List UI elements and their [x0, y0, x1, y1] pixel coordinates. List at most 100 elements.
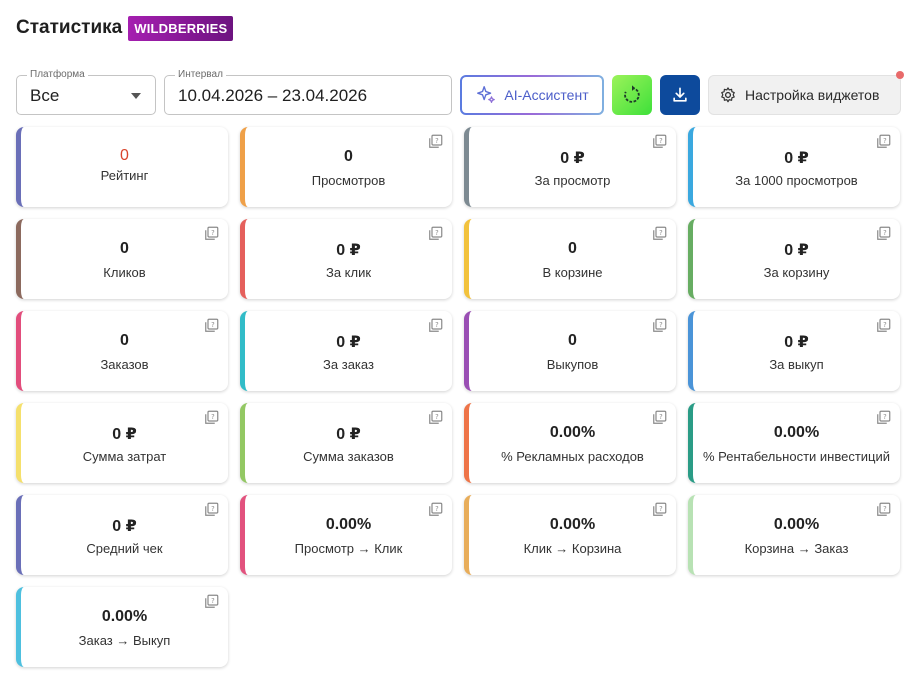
notification-dot: [896, 71, 904, 79]
interval-field[interactable]: Интервал 10.04.2026 – 23.04.2026: [164, 69, 452, 115]
svg-text:?: ?: [883, 137, 887, 145]
copy-help-icon[interactable]: ?: [874, 501, 892, 519]
copy-help-icon[interactable]: ?: [874, 409, 892, 427]
download-button[interactable]: [660, 75, 700, 115]
copy-help-icon[interactable]: ?: [202, 501, 220, 519]
platform-value: Все: [30, 86, 60, 105]
interval-label: Интервал: [175, 69, 226, 80]
copy-help-icon[interactable]: ?: [874, 133, 892, 151]
widget-value: 0: [120, 147, 129, 164]
refresh-icon: [624, 85, 640, 103]
widget-card: 0 В корзине?: [464, 219, 676, 299]
copy-help-icon[interactable]: ?: [426, 225, 444, 243]
svg-text:?: ?: [883, 229, 887, 237]
wildberries-badge: WILDBERRIES: [128, 15, 234, 41]
widget-value: 0 ₽: [784, 242, 809, 259]
svg-text:?: ?: [435, 229, 439, 237]
svg-text:?: ?: [211, 229, 215, 237]
copy-help-icon[interactable]: ?: [202, 317, 220, 335]
widget-label: % Рентабельности инвестиций: [702, 449, 891, 464]
widget-settings-label: Настройка виджетов: [745, 87, 880, 103]
platform-label: Платформа: [27, 69, 88, 80]
copy-help-icon[interactable]: ?: [650, 225, 668, 243]
widget-label: Корзина → Заказ: [744, 541, 849, 556]
widget-card: 0 ₽ Сумма заказов?: [240, 403, 452, 483]
widget-card: 0 Кликов?: [16, 219, 228, 299]
widget-label: Сумма заказов: [303, 449, 394, 464]
widget-card: 0.00% Корзина → Заказ?: [688, 495, 900, 575]
widget-card: 0 ₽ За выкуп?: [688, 311, 900, 391]
widget-value: 0 ₽: [112, 426, 137, 443]
widget-card: 0 Заказов?: [16, 311, 228, 391]
copy-help-icon[interactable]: ?: [202, 593, 220, 611]
widget-card: 0 ₽ Средний чек?: [16, 495, 228, 575]
svg-text:?: ?: [211, 413, 215, 421]
widget-value: 0: [120, 240, 129, 257]
platform-select[interactable]: Платформа Все: [16, 69, 156, 115]
svg-text:?: ?: [659, 505, 663, 513]
caret-down-icon: [131, 93, 141, 99]
svg-text:?: ?: [883, 413, 887, 421]
copy-help-icon[interactable]: ?: [874, 317, 892, 335]
widget-label: Заказов: [100, 357, 149, 372]
svg-text:?: ?: [883, 321, 887, 329]
widget-settings-button[interactable]: Настройка виджетов: [708, 71, 904, 115]
copy-help-icon[interactable]: ?: [202, 225, 220, 243]
widget-value: 0: [344, 148, 353, 165]
copy-help-icon[interactable]: ?: [650, 409, 668, 427]
widget-label: Выкупов: [546, 357, 599, 372]
copy-help-icon[interactable]: ?: [202, 409, 220, 427]
widget-label: В корзине: [542, 265, 603, 280]
widget-value: 0 ₽: [784, 334, 809, 351]
refresh-button[interactable]: [612, 75, 652, 115]
page-title: Статистика: [16, 17, 123, 38]
widget-value: 0 ₽: [336, 242, 361, 259]
widget-value: 0 ₽: [336, 426, 361, 443]
widget-value: 0.00%: [325, 516, 372, 533]
copy-help-icon[interactable]: ?: [650, 133, 668, 151]
header: Статистика WILDBERRIES: [16, 12, 234, 44]
widget-label: % Рекламных расходов: [501, 449, 644, 464]
widget-label: Кликов: [103, 265, 146, 280]
sparkle-icon: [477, 86, 496, 103]
toolbar: Платформа Все Интервал 10.04.2026 – 23.0…: [16, 69, 904, 115]
widget-label: Рейтинг: [100, 168, 149, 183]
widget-value: 0 ₽: [336, 334, 361, 351]
copy-help-icon[interactable]: ?: [426, 409, 444, 427]
widget-card: 0 Выкупов?: [464, 311, 676, 391]
widget-label: За заказ: [323, 357, 374, 372]
widget-label: За клик: [325, 265, 372, 280]
widget-value: 0.00%: [549, 424, 596, 441]
copy-help-icon[interactable]: ?: [650, 501, 668, 519]
copy-help-icon[interactable]: ?: [426, 133, 444, 151]
svg-text:?: ?: [211, 505, 215, 513]
gear-icon: [721, 87, 735, 103]
widget-value: 0.00%: [773, 424, 820, 441]
widget-label: Сумма затрат: [82, 449, 167, 464]
widget-value: 0: [568, 332, 577, 349]
widget-label: Просмотров: [311, 173, 386, 188]
copy-help-icon[interactable]: ?: [874, 225, 892, 243]
copy-help-icon[interactable]: ?: [650, 317, 668, 335]
widget-value: 0 ₽: [784, 150, 809, 167]
interval-value: 10.04.2026 – 23.04.2026: [178, 86, 368, 105]
widget-value: 0: [120, 332, 129, 349]
widget-value: 0 ₽: [112, 518, 137, 535]
widget-card: 0.00% % Рекламных расходов?: [464, 403, 676, 483]
widget-card: 0 ₽ За клик?: [240, 219, 452, 299]
widget-card: 0 Просмотров?: [240, 127, 452, 207]
widget-label: За просмотр: [534, 173, 611, 188]
ai-assistant-button[interactable]: AI-Ассистент: [460, 75, 604, 115]
copy-help-icon[interactable]: ?: [426, 317, 444, 335]
widget-label: Просмотр → Клик: [294, 541, 403, 556]
svg-text:?: ?: [435, 321, 439, 329]
widget-value: 0.00%: [549, 516, 596, 533]
widget-label: Средний чек: [86, 541, 163, 556]
copy-help-icon[interactable]: ?: [426, 501, 444, 519]
svg-text:?: ?: [659, 137, 663, 145]
svg-text:?: ?: [659, 229, 663, 237]
widget-card: 0.00% Клик → Корзина?: [464, 495, 676, 575]
widget-value: 0 ₽: [560, 150, 585, 167]
svg-text:?: ?: [435, 413, 439, 421]
widget-card: 0.00% Заказ → Выкуп?: [16, 587, 228, 667]
